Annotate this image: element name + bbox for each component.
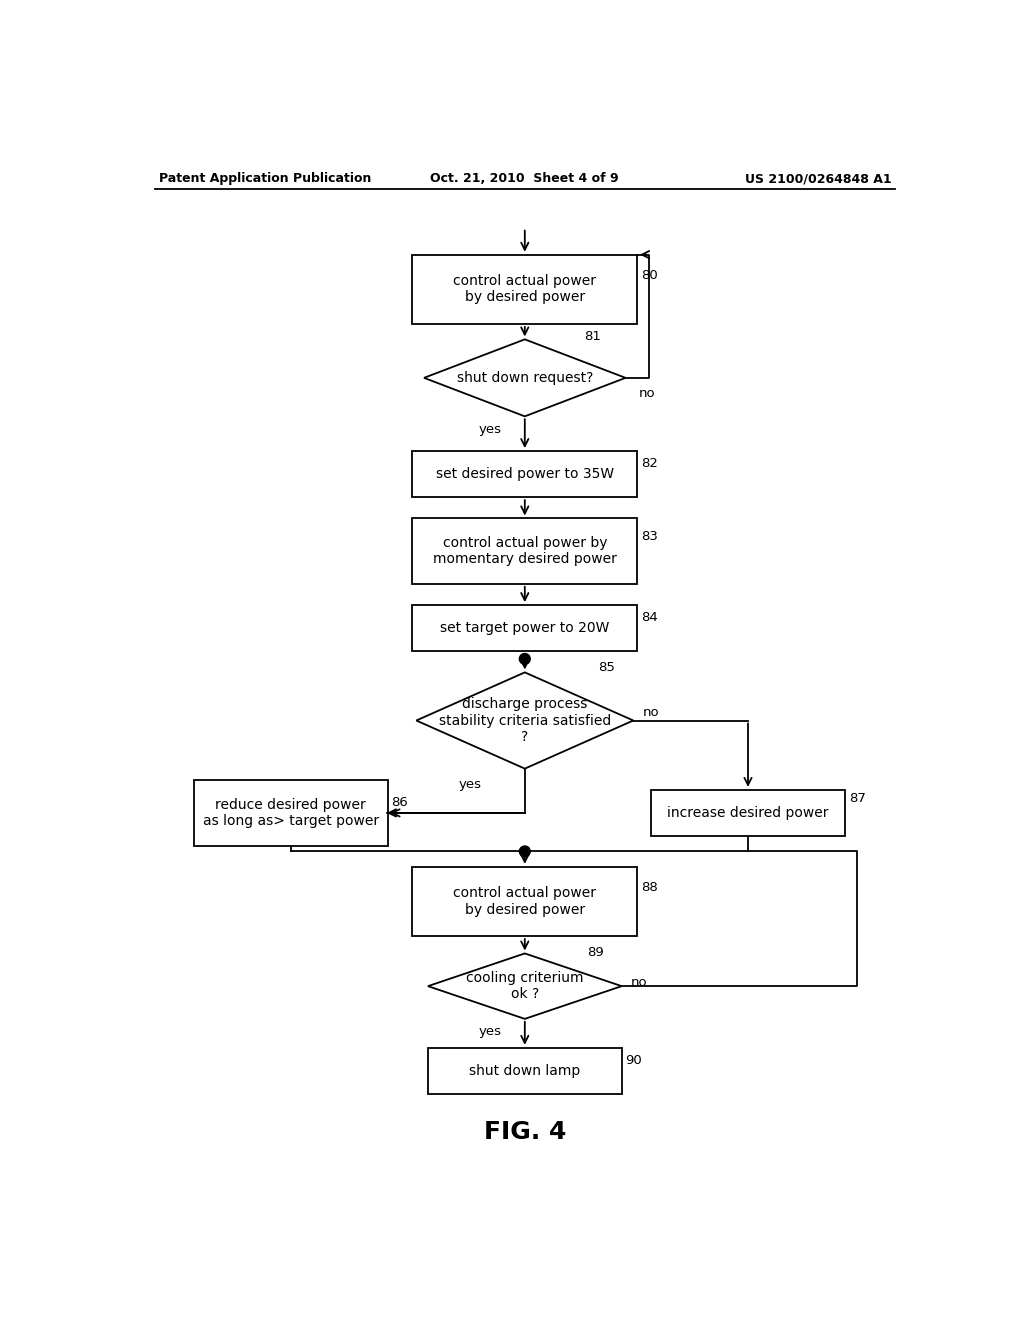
Polygon shape — [424, 339, 626, 416]
Polygon shape — [417, 672, 633, 768]
FancyBboxPatch shape — [413, 255, 637, 323]
Text: no: no — [639, 387, 655, 400]
FancyBboxPatch shape — [413, 867, 637, 936]
Text: 81: 81 — [584, 330, 601, 343]
Text: 82: 82 — [641, 457, 658, 470]
Circle shape — [519, 653, 530, 664]
Text: control actual power by
momentary desired power: control actual power by momentary desire… — [433, 536, 616, 566]
Text: Oct. 21, 2010  Sheet 4 of 9: Oct. 21, 2010 Sheet 4 of 9 — [430, 173, 620, 185]
Circle shape — [519, 846, 530, 857]
Text: cooling criterium
ok ?: cooling criterium ok ? — [466, 972, 584, 1002]
Text: control actual power
by desired power: control actual power by desired power — [454, 275, 596, 305]
FancyBboxPatch shape — [651, 789, 845, 836]
Text: no: no — [643, 706, 659, 719]
Polygon shape — [428, 953, 622, 1019]
Text: 80: 80 — [641, 268, 657, 281]
Text: 88: 88 — [641, 880, 657, 894]
Text: set target power to 20W: set target power to 20W — [440, 622, 609, 635]
FancyBboxPatch shape — [194, 780, 388, 846]
Text: control actual power
by desired power: control actual power by desired power — [454, 886, 596, 916]
Text: shut down lamp: shut down lamp — [469, 1064, 581, 1078]
FancyBboxPatch shape — [413, 519, 637, 583]
FancyBboxPatch shape — [413, 605, 637, 651]
Text: yes: yes — [478, 422, 502, 436]
Text: yes: yes — [459, 777, 482, 791]
Text: Patent Application Publication: Patent Application Publication — [159, 173, 372, 185]
Text: reduce desired power
as long as> target power: reduce desired power as long as> target … — [203, 797, 379, 828]
Text: 85: 85 — [598, 661, 614, 675]
FancyBboxPatch shape — [413, 451, 637, 498]
Text: discharge process
stability criteria satisfied
?: discharge process stability criteria sat… — [438, 697, 611, 743]
Text: no: no — [631, 975, 647, 989]
FancyBboxPatch shape — [428, 1048, 622, 1094]
Text: 87: 87 — [849, 792, 865, 805]
Text: FIG. 4: FIG. 4 — [483, 1121, 566, 1144]
Text: yes: yes — [478, 1026, 502, 1038]
Text: shut down request?: shut down request? — [457, 371, 593, 385]
Text: increase desired power: increase desired power — [668, 807, 828, 820]
Text: 84: 84 — [641, 611, 657, 624]
Text: US 2100/0264848 A1: US 2100/0264848 A1 — [744, 173, 891, 185]
Text: 86: 86 — [391, 796, 409, 809]
Text: 83: 83 — [641, 531, 658, 544]
Text: 89: 89 — [587, 946, 603, 960]
Text: 90: 90 — [626, 1053, 642, 1067]
Text: set desired power to 35W: set desired power to 35W — [436, 467, 613, 480]
